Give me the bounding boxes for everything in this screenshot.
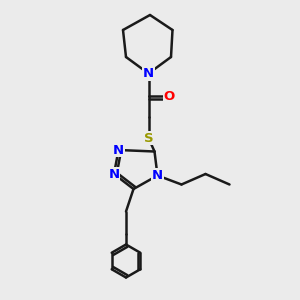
Text: S: S: [144, 131, 153, 145]
Text: N: N: [152, 169, 163, 182]
Text: N: N: [113, 143, 124, 157]
Text: N: N: [108, 167, 120, 181]
Text: N: N: [143, 67, 154, 80]
Text: O: O: [164, 89, 175, 103]
